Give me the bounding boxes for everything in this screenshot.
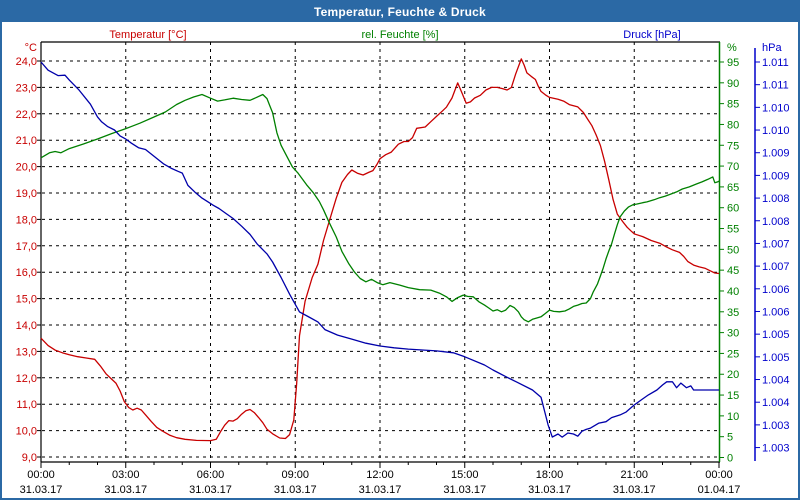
- temp-tick-label: 24,0: [16, 56, 37, 68]
- time-label: 15:00: [451, 469, 479, 481]
- date-label: 31.03.17: [20, 484, 63, 496]
- humidity-tick-label: 35: [727, 307, 739, 319]
- time-label: 00:00: [27, 469, 55, 481]
- humidity-tick-label: 55: [727, 224, 739, 236]
- humidity-tick-label: 80: [727, 119, 739, 131]
- pressure-tick-label: 1.007: [762, 238, 790, 250]
- temperature-series-line: [40, 58, 720, 442]
- pressure-tick-label: 1.008: [762, 193, 790, 205]
- temp-tick-label: 16,0: [16, 267, 37, 279]
- temp-tick-label: 20,0: [16, 162, 37, 174]
- time-label: 12:00: [366, 469, 394, 481]
- temp-tick-label: 15,0: [16, 294, 37, 306]
- humidity-tick-label: 65: [727, 182, 739, 194]
- temp-tick-label: 18,0: [16, 214, 37, 226]
- time-label: 18:00: [536, 469, 564, 481]
- pressure-axis-unit: hPa: [762, 42, 782, 54]
- humidity-tick-label: 0: [727, 453, 733, 465]
- series-lines: [40, 58, 720, 442]
- temp-tick-label: 17,0: [16, 241, 37, 253]
- humidity-tick-label: 45: [727, 265, 739, 277]
- humidity-tick-label: 5: [727, 432, 733, 444]
- temp-tick-label: 11,0: [16, 399, 37, 411]
- humidity-tick-label: 25: [727, 348, 739, 360]
- humidity-tick-label: 75: [727, 140, 739, 152]
- chart-gridlines: [42, 42, 719, 462]
- humidity-tick-label: 90: [727, 78, 739, 90]
- temp-axis-unit: °C: [25, 42, 37, 54]
- pressure-tick-label: 1.009: [762, 148, 790, 160]
- pressure-tick-label: 1.005: [762, 352, 790, 364]
- humidity-tick-label: 50: [727, 244, 739, 256]
- pressure-tick-label: 1.004: [762, 375, 790, 387]
- legend-pressure-label: Druck [hPa]: [623, 29, 681, 41]
- plot-frame: [40, 41, 756, 463]
- axis-ticks: [37, 60, 760, 468]
- pressure-tick-label: 1.007: [762, 261, 790, 273]
- temp-tick-label: 14,0: [16, 320, 37, 332]
- humidity-tick-label: 10: [727, 411, 739, 423]
- date-label: 31.03.17: [443, 484, 486, 496]
- time-label: 00:00: [705, 469, 733, 481]
- humidity-tick-label: 70: [727, 161, 739, 173]
- legend-temperature-label: Temperatur [°C]: [109, 29, 187, 41]
- time-label: 06:00: [197, 469, 225, 481]
- axis-labels: 24,0 23,0 22,0 21,0 20,0 19,0 18,0 17,0 16,0 15,0…: [16, 42, 790, 496]
- pressure-tick-label: 1.011: [762, 80, 789, 92]
- pressure-tick-label: 1.003: [762, 420, 790, 432]
- temp-tick-label: 12,0: [16, 373, 37, 385]
- temp-tick-label: 13,0: [16, 346, 37, 358]
- temp-tick-label: 22,0: [16, 109, 37, 121]
- pressure-tick-label: 1.008: [762, 216, 790, 228]
- temp-tick-label: 23,0: [16, 82, 37, 94]
- pressure-tick-label: 1.005: [762, 329, 790, 341]
- temp-tick-label: 9,0: [22, 452, 37, 464]
- date-label: 31.03.17: [274, 484, 317, 496]
- humidity-axis-unit: %: [727, 42, 737, 54]
- time-label: 09:00: [281, 469, 309, 481]
- time-label: 03:00: [112, 469, 140, 481]
- pressure-tick-label: 1.010: [762, 102, 790, 114]
- pressure-tick-label: 1.010: [762, 125, 790, 137]
- time-label: 21:00: [620, 469, 648, 481]
- window-title: Temperatur, Feuchte & Druck: [2, 2, 798, 22]
- pressure-tick-label: 1.006: [762, 306, 790, 318]
- humidity-tick-label: 95: [727, 57, 739, 69]
- pressure-tick-label: 1.004: [762, 397, 790, 409]
- legend-humidity-label: rel. Feuchte [%]: [361, 29, 439, 41]
- temp-tick-label: 10,0: [16, 426, 37, 438]
- date-label: 31.03.17: [359, 484, 402, 496]
- humidity-series-line: [40, 93, 720, 323]
- pressure-tick-label: 1.009: [762, 170, 790, 182]
- pressure-tick-label: 1.011: [762, 57, 789, 69]
- date-label: 01.04.17: [698, 484, 741, 496]
- pressure-tick-label: 1.006: [762, 284, 790, 296]
- humidity-tick-label: 85: [727, 99, 739, 111]
- humidity-tick-label: 20: [727, 369, 739, 381]
- humidity-tick-label: 30: [727, 328, 739, 340]
- pressure-series-line: [40, 61, 719, 438]
- date-label: 31.03.17: [189, 484, 232, 496]
- humidity-tick-label: 40: [727, 286, 739, 298]
- humidity-tick-label: 15: [727, 390, 739, 402]
- date-label: 31.03.17: [104, 484, 147, 496]
- humidity-tick-label: 60: [727, 203, 739, 215]
- pressure-tick-label: 1.003: [762, 443, 790, 455]
- temp-tick-label: 21,0: [16, 135, 37, 147]
- temp-tick-label: 19,0: [16, 188, 37, 200]
- date-label: 31.03.17: [528, 484, 571, 496]
- date-label: 31.03.17: [613, 484, 656, 496]
